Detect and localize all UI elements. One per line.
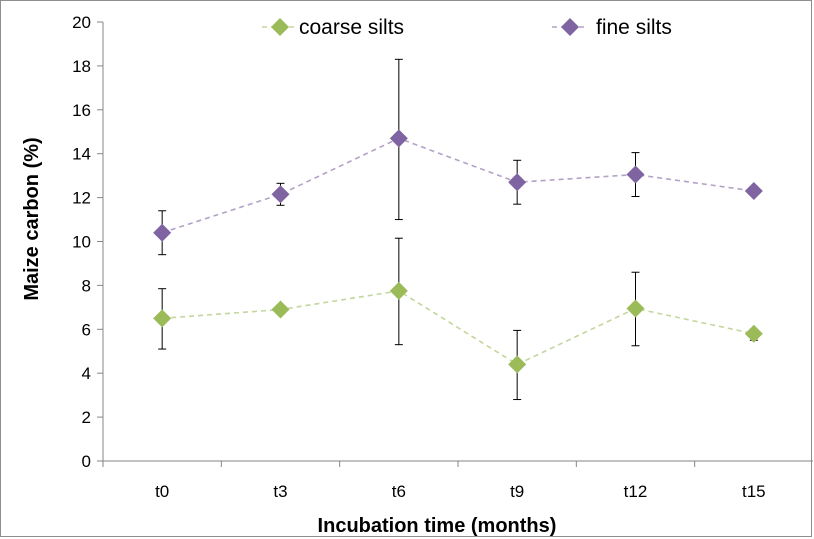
legend-label: coarse silts [299,16,404,39]
y-tick-label: 6 [82,320,91,339]
data-point [389,281,408,300]
y-tick-label: 12 [72,189,91,208]
y-tick-label: 20 [72,13,91,32]
data-point [744,182,763,201]
x-tick-label: t6 [392,482,406,501]
x-tick-label: t9 [510,482,524,501]
data-point [153,309,172,328]
y-tick-label: 8 [82,276,91,295]
data-point [389,129,408,148]
y-tick-label: 16 [72,101,91,120]
data-point [271,185,290,204]
legend-item: coarse silts [262,16,404,39]
y-tick-label: 10 [72,233,91,252]
y-tick-label: 4 [82,364,91,383]
y-axis: 0 2 4 6 8 10 12 14 16 18 20 [72,13,104,471]
y-tick-label: 14 [72,145,91,164]
legend-marker [561,18,579,36]
series-line [162,290,755,366]
x-tick-label: t12 [624,482,648,501]
x-axis-title: Incubation time (months) [318,515,557,537]
series-line [161,137,754,234]
data-point [626,299,645,318]
y-axis-title: Maize carbon (%) [21,137,43,300]
x-tick-label: t15 [742,482,766,501]
data-point [626,165,645,184]
data-point [508,355,527,374]
x-tick-label: t0 [155,482,169,501]
data-point [508,173,527,192]
data-point [153,223,172,242]
data-point [744,324,763,343]
series-layer [153,58,763,401]
legend-marker [271,18,289,36]
x-tick-label: t3 [273,482,287,501]
series-fine-silts [153,58,763,256]
legend: coarse silts fine silts [262,16,672,39]
y-tick-label: 0 [82,452,91,471]
y-tick-label: 2 [82,408,91,427]
y-tick-label: 18 [72,57,91,76]
data-point [271,300,290,319]
legend-label: fine silts [596,16,672,39]
legend-item: fine silts [552,16,672,39]
x-axis: t0 t3 t6 t9 t12 t15 [102,460,813,501]
series-coarse-silts [153,237,763,401]
